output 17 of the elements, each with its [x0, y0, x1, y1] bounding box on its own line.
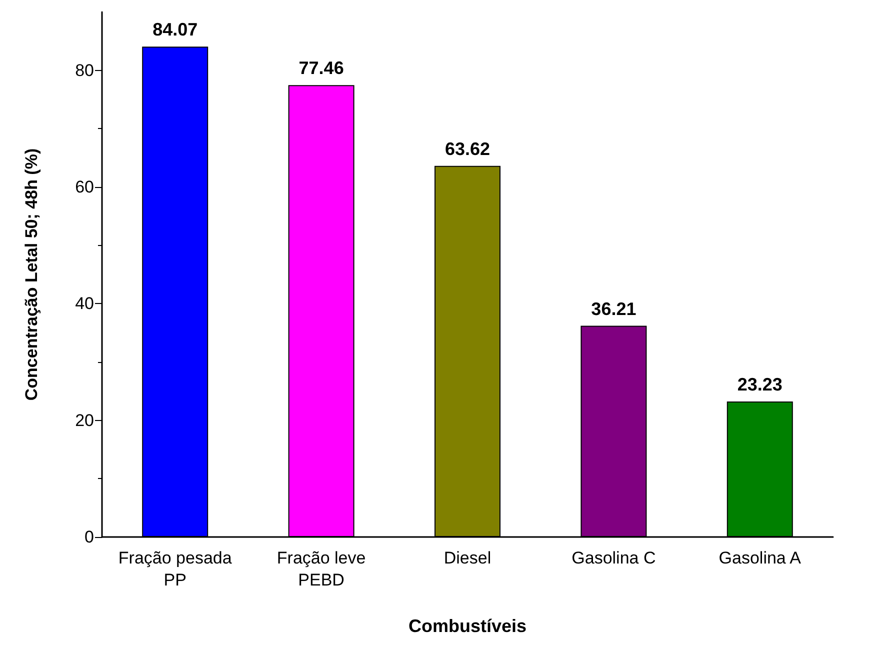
data-label: 84.07	[152, 20, 198, 40]
y-tick-label: 0	[84, 528, 94, 546]
y-axis-title: Concentração Letal 50; 48h (%)	[22, 148, 41, 401]
y-tick-label: 80	[75, 60, 94, 80]
y-tick-label: 60	[75, 178, 94, 196]
x-tick-label: Fração pesada PP	[118, 548, 232, 590]
data-label: 77.46	[298, 58, 344, 78]
x-tick-label: Diesel	[444, 548, 492, 568]
data-label: 63.62	[444, 138, 490, 159]
x-axis-title: Combustíveis	[408, 616, 527, 636]
x-tick-label: Gasolina C	[572, 548, 656, 568]
y-tick-label: 20	[75, 410, 94, 430]
x-tick-label: Fração leve PEBD	[276, 548, 366, 590]
x-tick-label: Gasolina A	[718, 548, 802, 568]
data-label: 36.21	[591, 298, 636, 319]
y-tick-label: 40	[75, 294, 94, 314]
data-label: 23.23	[737, 374, 782, 394]
